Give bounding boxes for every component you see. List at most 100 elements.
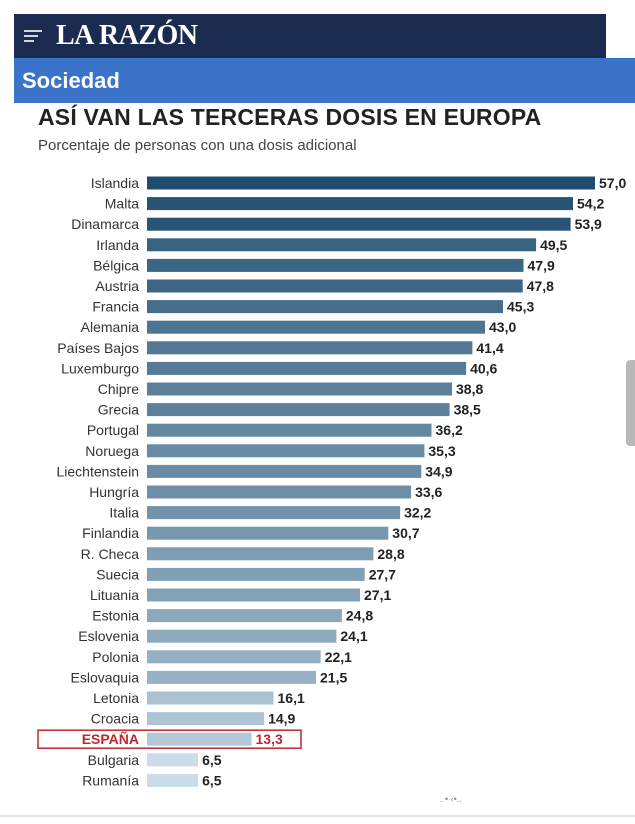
- bar: [147, 670, 316, 684]
- category-label: Liechtenstein: [56, 463, 139, 479]
- value-label: 24,1: [340, 628, 367, 644]
- category-label: Francia: [92, 299, 139, 315]
- value-label: 57,0: [599, 175, 626, 191]
- value-label: 6,5: [202, 772, 222, 788]
- value-label: 43,0: [489, 319, 516, 335]
- category-label: Italia: [109, 505, 139, 521]
- bar: [147, 588, 360, 602]
- bar: [147, 506, 401, 520]
- bar: [147, 444, 425, 458]
- category-label: Chipre: [98, 381, 139, 397]
- bar: [147, 547, 374, 561]
- value-label: 28,8: [377, 546, 404, 562]
- category-label: Alemania: [81, 319, 140, 335]
- category-label: Croacia: [91, 711, 139, 727]
- category-label: Finlandia: [82, 525, 139, 541]
- scroll-handle[interactable]: [626, 360, 635, 446]
- value-label: 38,5: [454, 402, 481, 418]
- category-label: Portugal: [87, 422, 139, 438]
- category-label: Irlanda: [96, 237, 139, 253]
- bar: [147, 403, 450, 417]
- bar: [147, 691, 274, 705]
- bar: [147, 485, 412, 499]
- value-label: 21,5: [320, 669, 347, 685]
- category-label: Islandia: [91, 175, 139, 191]
- category-label: Lituania: [90, 587, 139, 603]
- bar: [147, 217, 571, 231]
- value-label: 49,5: [540, 237, 567, 253]
- category-label: Bélgica: [93, 257, 139, 273]
- value-label: 14,9: [268, 711, 295, 727]
- category-label: Polonia: [92, 649, 139, 665]
- menu-icon[interactable]: [24, 29, 42, 43]
- value-label: 30,7: [392, 525, 419, 541]
- category-label: Dinamarca: [71, 216, 139, 232]
- bar: [147, 650, 321, 664]
- value-label: 53,9: [575, 216, 602, 232]
- category-label: Suecia: [96, 566, 139, 582]
- bar: [147, 341, 473, 355]
- category-label: Países Bajos: [57, 340, 139, 356]
- category-label: Bulgaria: [88, 752, 140, 768]
- bar: [147, 423, 432, 437]
- bottom-rule: [0, 815, 635, 817]
- bar: [147, 238, 537, 252]
- value-label: 13,3: [256, 731, 283, 747]
- masthead: LA RAZÓN: [14, 14, 606, 58]
- chart-subtitle: Porcentaje de personas con una dosis adi…: [38, 137, 357, 154]
- bar: [147, 300, 503, 314]
- bar: [147, 197, 573, 211]
- bar: [147, 361, 467, 375]
- chart-title: ASÍ VAN LAS TERCERAS DOSIS EN EUROPA: [38, 104, 542, 130]
- category-label: Austria: [95, 278, 139, 294]
- bar: [147, 609, 342, 623]
- category-label: Letonia: [93, 690, 139, 706]
- highlight-box: [37, 729, 302, 749]
- category-label: Grecia: [98, 402, 139, 418]
- value-label: 45,3: [507, 299, 534, 315]
- value-label: 32,2: [404, 505, 431, 521]
- bar: [147, 732, 252, 746]
- category-label: ESPAÑA: [82, 730, 139, 747]
- category-label: Hungría: [89, 484, 139, 500]
- bar: [147, 279, 523, 293]
- bar: [147, 567, 365, 581]
- value-label: 35,3: [428, 443, 455, 459]
- category-label: Malta: [105, 196, 139, 212]
- category-label: Estonia: [92, 608, 139, 624]
- category-label: Eslovenia: [78, 628, 139, 644]
- value-label: 47,8: [527, 278, 554, 294]
- bar: [147, 382, 452, 396]
- value-label: 27,7: [369, 566, 396, 582]
- category-label: Eslovaquia: [71, 669, 140, 685]
- section-bar: Sociedad: [14, 58, 635, 103]
- category-label: Luxemburgo: [61, 360, 139, 376]
- footer-mark: . • ‹•..: [440, 794, 462, 804]
- brand-logo[interactable]: LA RAZÓN: [56, 20, 198, 51]
- bar: [147, 712, 265, 726]
- value-label: 47,9: [528, 257, 555, 273]
- value-label: 24,8: [346, 608, 373, 624]
- value-label: 33,6: [415, 484, 442, 500]
- value-label: 41,4: [476, 340, 503, 356]
- value-label: 22,1: [325, 649, 352, 665]
- value-label: 38,8: [456, 381, 483, 397]
- category-label: Noruega: [85, 443, 139, 459]
- bar: [147, 526, 389, 540]
- value-label: 54,2: [577, 196, 604, 212]
- category-label: R. Checa: [81, 546, 140, 562]
- value-label: 34,9: [425, 463, 452, 479]
- value-label: 6,5: [202, 752, 222, 768]
- value-label: 36,2: [436, 422, 463, 438]
- bar: [147, 320, 485, 334]
- bar: [147, 176, 595, 190]
- value-label: 27,1: [364, 587, 391, 603]
- bar: [147, 629, 337, 643]
- bar: [147, 464, 422, 478]
- bar: [147, 258, 524, 272]
- value-label: 16,1: [278, 690, 305, 706]
- value-label: 40,6: [470, 360, 497, 376]
- section-label[interactable]: Sociedad: [22, 67, 120, 93]
- bar: [147, 753, 199, 767]
